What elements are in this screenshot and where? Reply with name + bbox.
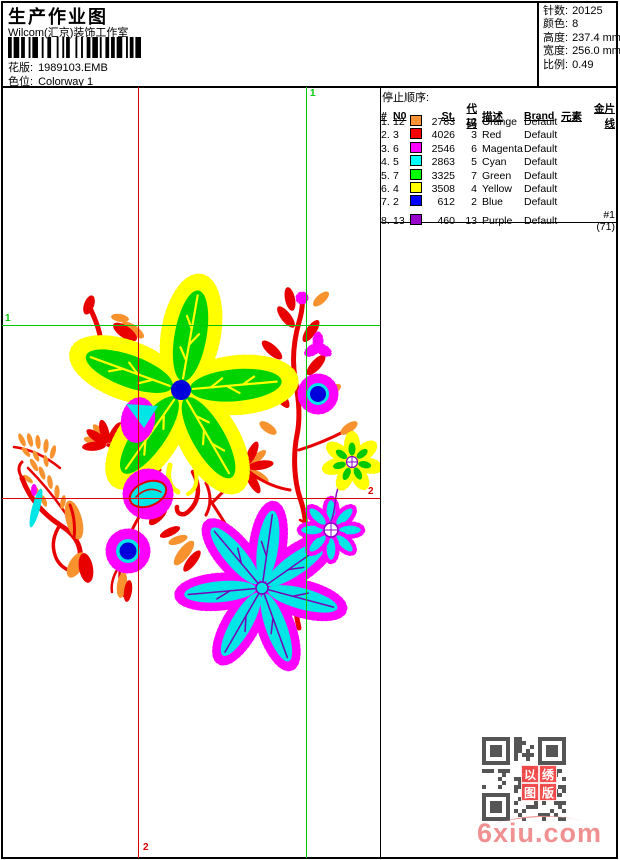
design-stats: 针数: 20125 颜色: 8 高度: 237.4 mm 宽度: 256.0 mm 比例… <box>543 5 620 72</box>
daisy-flower <box>296 495 366 565</box>
table-row: 5. 7 3325 7 Green Default <box>381 168 558 182</box>
thread-color-swatch <box>410 141 422 153</box>
stop-sequence-table: # N0 St. 代码 描述 Brand 元素 金片线 1. 12 2783 1… <box>381 101 617 233</box>
left-vine <box>17 460 94 583</box>
stat-width: 宽度: 256.0 mm <box>543 45 620 58</box>
thread-color-swatch <box>410 155 422 167</box>
yellow-tendril <box>186 466 199 496</box>
table-row: 4. 5 2863 5 Cyan Default <box>381 155 558 169</box>
border-right <box>616 1 618 859</box>
colorway: 色位: Colorway 1 <box>8 73 93 89</box>
green-horizontal-line <box>2 325 380 326</box>
hoop-label-1-top: 1 <box>310 88 316 99</box>
stat-colors: 颜色: 8 <box>543 18 579 31</box>
pattern-label: 花版: <box>8 62 34 74</box>
panel-divider <box>380 87 381 858</box>
stamp-char: 绣 <box>539 765 557 783</box>
flower-blue-center <box>105 528 151 574</box>
table-row: 7. 2 612 2 Blue Default <box>381 195 558 209</box>
thread-color-swatch <box>410 181 422 193</box>
stat-scale: 比例: 0.49 <box>543 58 594 71</box>
red-vertical-line <box>138 87 139 858</box>
table-row: 2. 3 4026 3 Red Default <box>381 128 558 142</box>
base-tuft <box>120 397 158 443</box>
big-flower <box>69 273 299 495</box>
colorway-value: Colorway 1 <box>38 76 94 88</box>
table-row: 1. 12 2783 12 Orange Default <box>381 115 558 128</box>
border-top <box>1 1 618 3</box>
red-horizontal-line <box>2 498 380 499</box>
header-stats-divider <box>537 1 539 87</box>
qr-code <box>482 737 566 821</box>
flower-cyan-center <box>122 468 174 520</box>
table-bottom-border <box>380 222 618 223</box>
thread-color-swatch <box>410 115 422 126</box>
pattern-file: 花版: 1989103.EMB <box>8 59 108 75</box>
border-bottom <box>1 857 618 859</box>
stat-height: 高度: 237.4 mm <box>543 31 620 44</box>
hoop-label-2-bottom: 2 <box>143 842 149 853</box>
border-left <box>1 1 3 859</box>
table-row: 3. 6 2546 6 Magenta Default <box>381 141 558 155</box>
hoop-label-2-right: 2 <box>368 486 374 497</box>
hoop-label-1-left: 1 <box>5 313 11 324</box>
magenta-tufts <box>295 291 332 357</box>
header-divider <box>1 86 618 88</box>
stamp-char: 图 <box>521 783 539 801</box>
table-row: 8. 13 460 13 Purple Default #1 (71) <box>381 208 615 233</box>
stat-stitches: 针数: 20125 <box>543 5 603 17</box>
thread-color-swatch <box>410 195 422 207</box>
table-header-row: # N0 St. 代码 描述 Brand 元素 金片线 <box>381 103 615 130</box>
colorway-label: 色位: <box>8 76 34 88</box>
pattern-value: 1989103.EMB <box>38 62 108 74</box>
branch-flower <box>297 373 339 415</box>
table-row: 6. 4 3508 4 Yellow Default <box>381 181 558 195</box>
stamp-char: 以 <box>521 765 539 783</box>
fern-sprigs <box>12 433 68 516</box>
thread-color-swatch <box>410 213 422 225</box>
yellow-flower <box>321 431 380 491</box>
thread-color-swatch <box>410 168 422 180</box>
barcode <box>8 37 141 58</box>
watermark-site: 6xiu.com <box>477 818 603 848</box>
cyan-star-flower <box>174 500 348 672</box>
stamp-char: 版 <box>539 783 557 801</box>
page-title: 生产作业图 <box>8 7 108 27</box>
stop-sequence-title: 停止顺序: <box>382 92 430 104</box>
green-vertical-line <box>306 87 307 858</box>
red-seal-stamp: 以 绣 图 版 <box>521 765 557 801</box>
thread-color-swatch <box>410 128 422 140</box>
company-name: Wilcom(汇京)装饰工作室 <box>8 27 129 39</box>
stop-rows: 1. 12 2783 12 Orange Default 2. 3 4026 3… <box>381 115 617 233</box>
embroidery-design <box>12 273 380 672</box>
